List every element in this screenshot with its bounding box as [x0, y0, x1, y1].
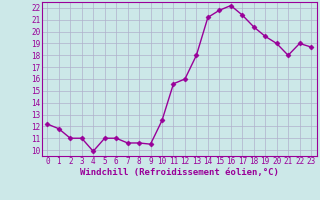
- X-axis label: Windchill (Refroidissement éolien,°C): Windchill (Refroidissement éolien,°C): [80, 168, 279, 177]
